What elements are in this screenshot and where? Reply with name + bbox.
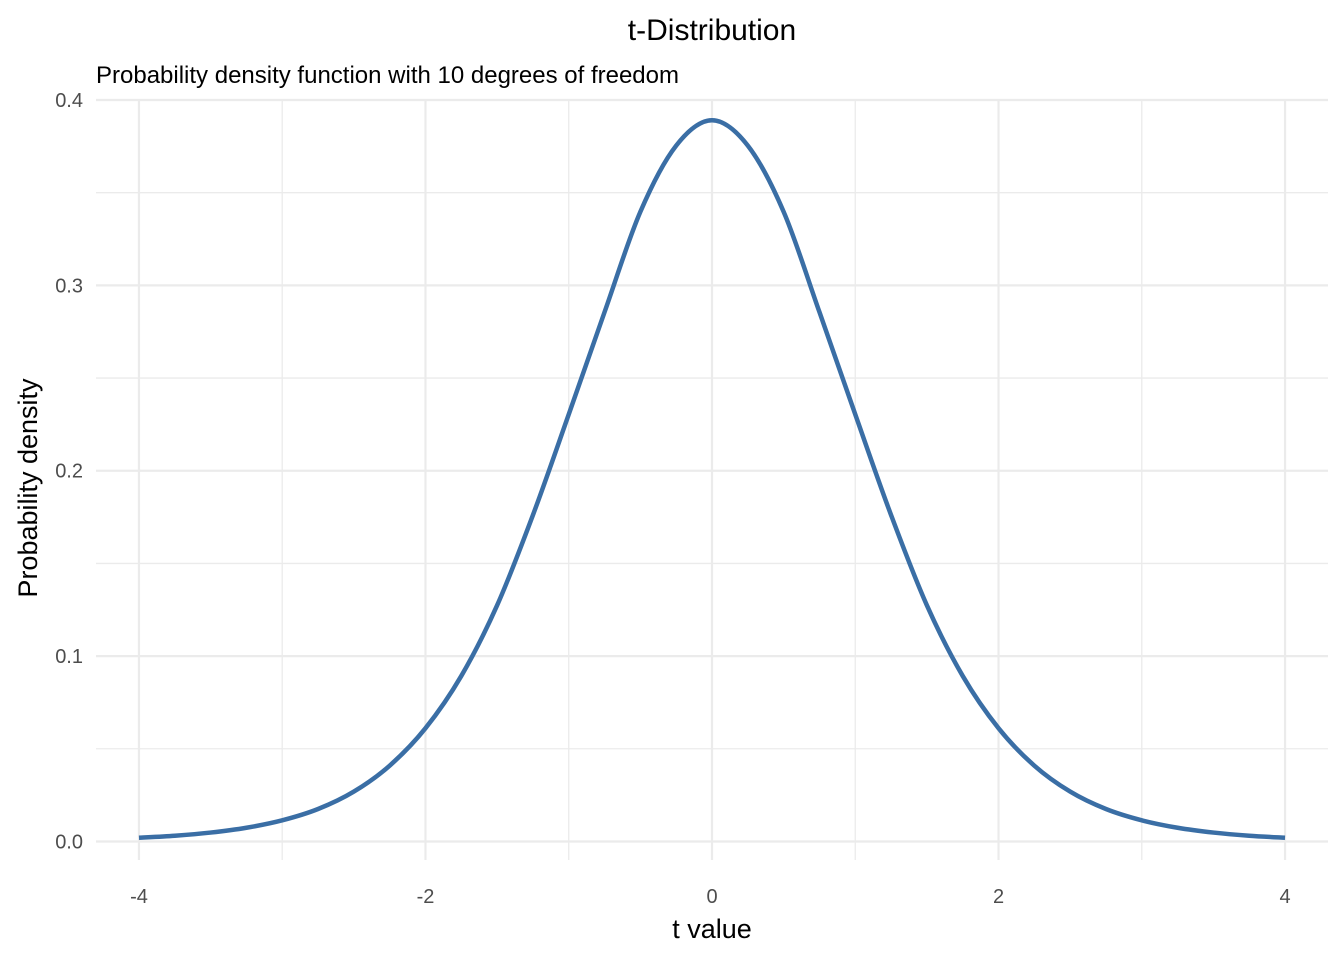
chart-subtitle: Probability density function with 10 deg… <box>96 62 679 89</box>
y-tick-label: 0.4 <box>55 90 83 112</box>
y-tick-label: 0.1 <box>55 646 83 668</box>
x-tick-label: 0 <box>706 886 717 908</box>
y-tick-label: 0.2 <box>55 461 83 483</box>
x-tick-label: -4 <box>130 886 148 908</box>
x-axis-tick-labels: -4 -2 0 2 4 <box>130 886 1291 908</box>
plot-area <box>138 117 1286 841</box>
y-axis-tick-labels: 0.0 0.1 0.2 0.3 0.4 <box>55 90 83 853</box>
density-curve <box>138 117 1286 841</box>
x-tick-label: 4 <box>1279 886 1290 908</box>
y-axis-title: Probability density <box>13 378 43 598</box>
grid-lines <box>96 98 1328 860</box>
y-tick-label: 0.0 <box>55 831 83 853</box>
y-tick-label: 0.3 <box>55 275 83 297</box>
x-axis-title: t value <box>672 914 752 944</box>
chart-title: t-Distribution <box>628 14 796 47</box>
x-tick-label: 2 <box>993 886 1004 908</box>
x-tick-label: -2 <box>417 886 435 908</box>
